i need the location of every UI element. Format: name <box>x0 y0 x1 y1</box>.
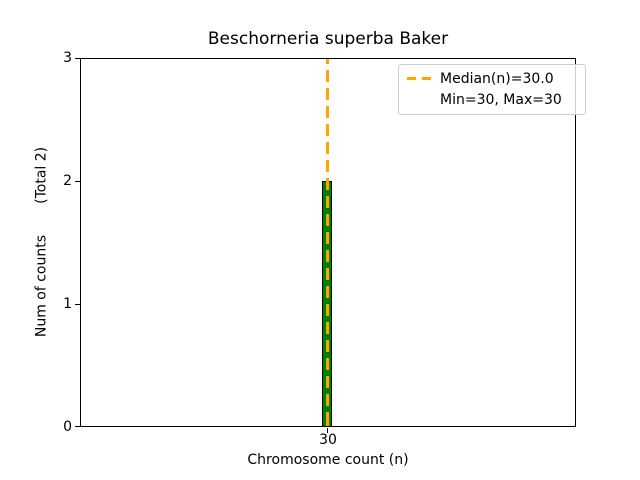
legend-entry-minmax: Min=30, Max=30 <box>407 89 577 110</box>
median-line-swatch-icon <box>407 77 431 80</box>
legend-entry-median: Median(n)=30.0 <box>407 68 577 89</box>
legend-label-median: Median(n)=30.0 <box>440 70 554 87</box>
legend: Median(n)=30.0 Min=30, Max=30 <box>398 64 586 115</box>
empty-swatch <box>407 98 431 101</box>
y-tick-mark-3 <box>75 58 80 59</box>
legend-label-minmax: Min=30, Max=30 <box>440 91 562 108</box>
chart-title: Beschorneria superba Baker <box>207 29 449 49</box>
y-tick-label-3: 3 <box>63 50 72 66</box>
y-tick-mark-1 <box>75 304 80 305</box>
plot-area: Median(n)=30.0 Min=30, Max=30 <box>80 58 586 427</box>
y-tick-label-1: 1 <box>63 296 72 312</box>
x-tick-label-30: 30 <box>319 432 337 448</box>
x-axis-label: Chromosome count (n) <box>247 452 409 468</box>
median-dashed-line <box>326 59 329 426</box>
y-tick-mark-2 <box>75 181 80 182</box>
y-tick-label-2: 2 <box>63 173 72 189</box>
y-tick-label-0: 0 <box>63 419 72 435</box>
x-tick-mark-30 <box>327 428 328 433</box>
y-tick-mark-0 <box>75 426 80 427</box>
